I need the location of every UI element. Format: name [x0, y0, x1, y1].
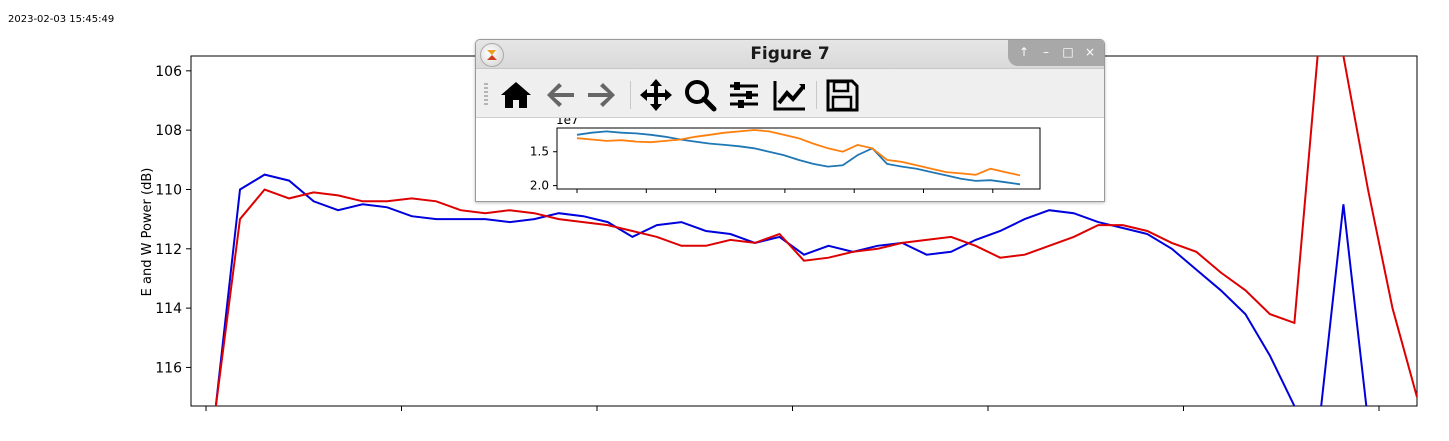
save-icon[interactable] — [824, 77, 860, 113]
maximize-icon[interactable]: □ — [1062, 45, 1074, 59]
inset-x-ticks — [576, 189, 994, 193]
minimize-icon[interactable]: – — [1043, 45, 1049, 59]
timestamp: 2023-02-03 15:45:49 — [8, 14, 115, 25]
inset-y-tick-label: 1.5 — [530, 145, 549, 159]
y-tick-label: 106 — [155, 64, 182, 80]
figure-window[interactable]: Figure 7 ↑ – □ × — [475, 39, 1105, 202]
main-x-ticks — [205, 406, 1380, 411]
shade-icon[interactable]: ↑ — [1018, 45, 1030, 59]
y-tick-label: 116 — [155, 360, 182, 376]
inset-plot: 1e7 2.0 1.5 — [530, 113, 1041, 193]
series-line-1 — [214, 56, 1417, 406]
y-tick-label: 112 — [155, 242, 182, 258]
window-controls: ↑ – □ × — [1008, 40, 1104, 66]
inset-y-tick-label: 2.0 — [530, 179, 549, 193]
close-icon[interactable]: × — [1084, 45, 1096, 59]
y-tick-label: 108 — [155, 123, 182, 139]
configure-subplots-icon[interactable] — [726, 77, 762, 113]
inset-offset-label: 1e7 — [556, 118, 579, 127]
back-arrow-icon[interactable] — [542, 77, 578, 113]
toolbar-grip[interactable] — [484, 83, 488, 105]
toolbar-separator — [630, 81, 631, 109]
toolbar-separator — [816, 81, 817, 109]
titlebar[interactable]: Figure 7 ↑ – □ × — [476, 40, 1104, 69]
pan-icon[interactable] — [638, 77, 674, 113]
toolbar — [476, 69, 1104, 118]
home-icon[interactable] — [498, 77, 534, 113]
edit-axis-icon[interactable] — [772, 77, 808, 113]
series-line-0 — [214, 173, 1368, 406]
inset-series-line-0 — [576, 130, 1021, 186]
y-tick-label: 114 — [155, 301, 182, 317]
window-title: Figure 7 — [750, 44, 830, 64]
figure-canvas[interactable]: 1e7 2.0 1.5 — [476, 113, 1104, 201]
app-icon — [480, 43, 504, 67]
y-axis-label: E and W Power (dB) — [140, 167, 155, 297]
y-tick-label: 110 — [155, 182, 182, 198]
forward-arrow-icon[interactable] — [584, 77, 620, 113]
inset-series-line-1 — [576, 129, 1021, 177]
main-y-ticks: 116 114 112 110 108 106 — [155, 64, 191, 376]
zoom-icon[interactable] — [682, 77, 718, 113]
inset-y-ticks: 2.0 1.5 — [530, 145, 557, 193]
inset-series — [576, 129, 1021, 186]
main-series — [214, 56, 1417, 406]
